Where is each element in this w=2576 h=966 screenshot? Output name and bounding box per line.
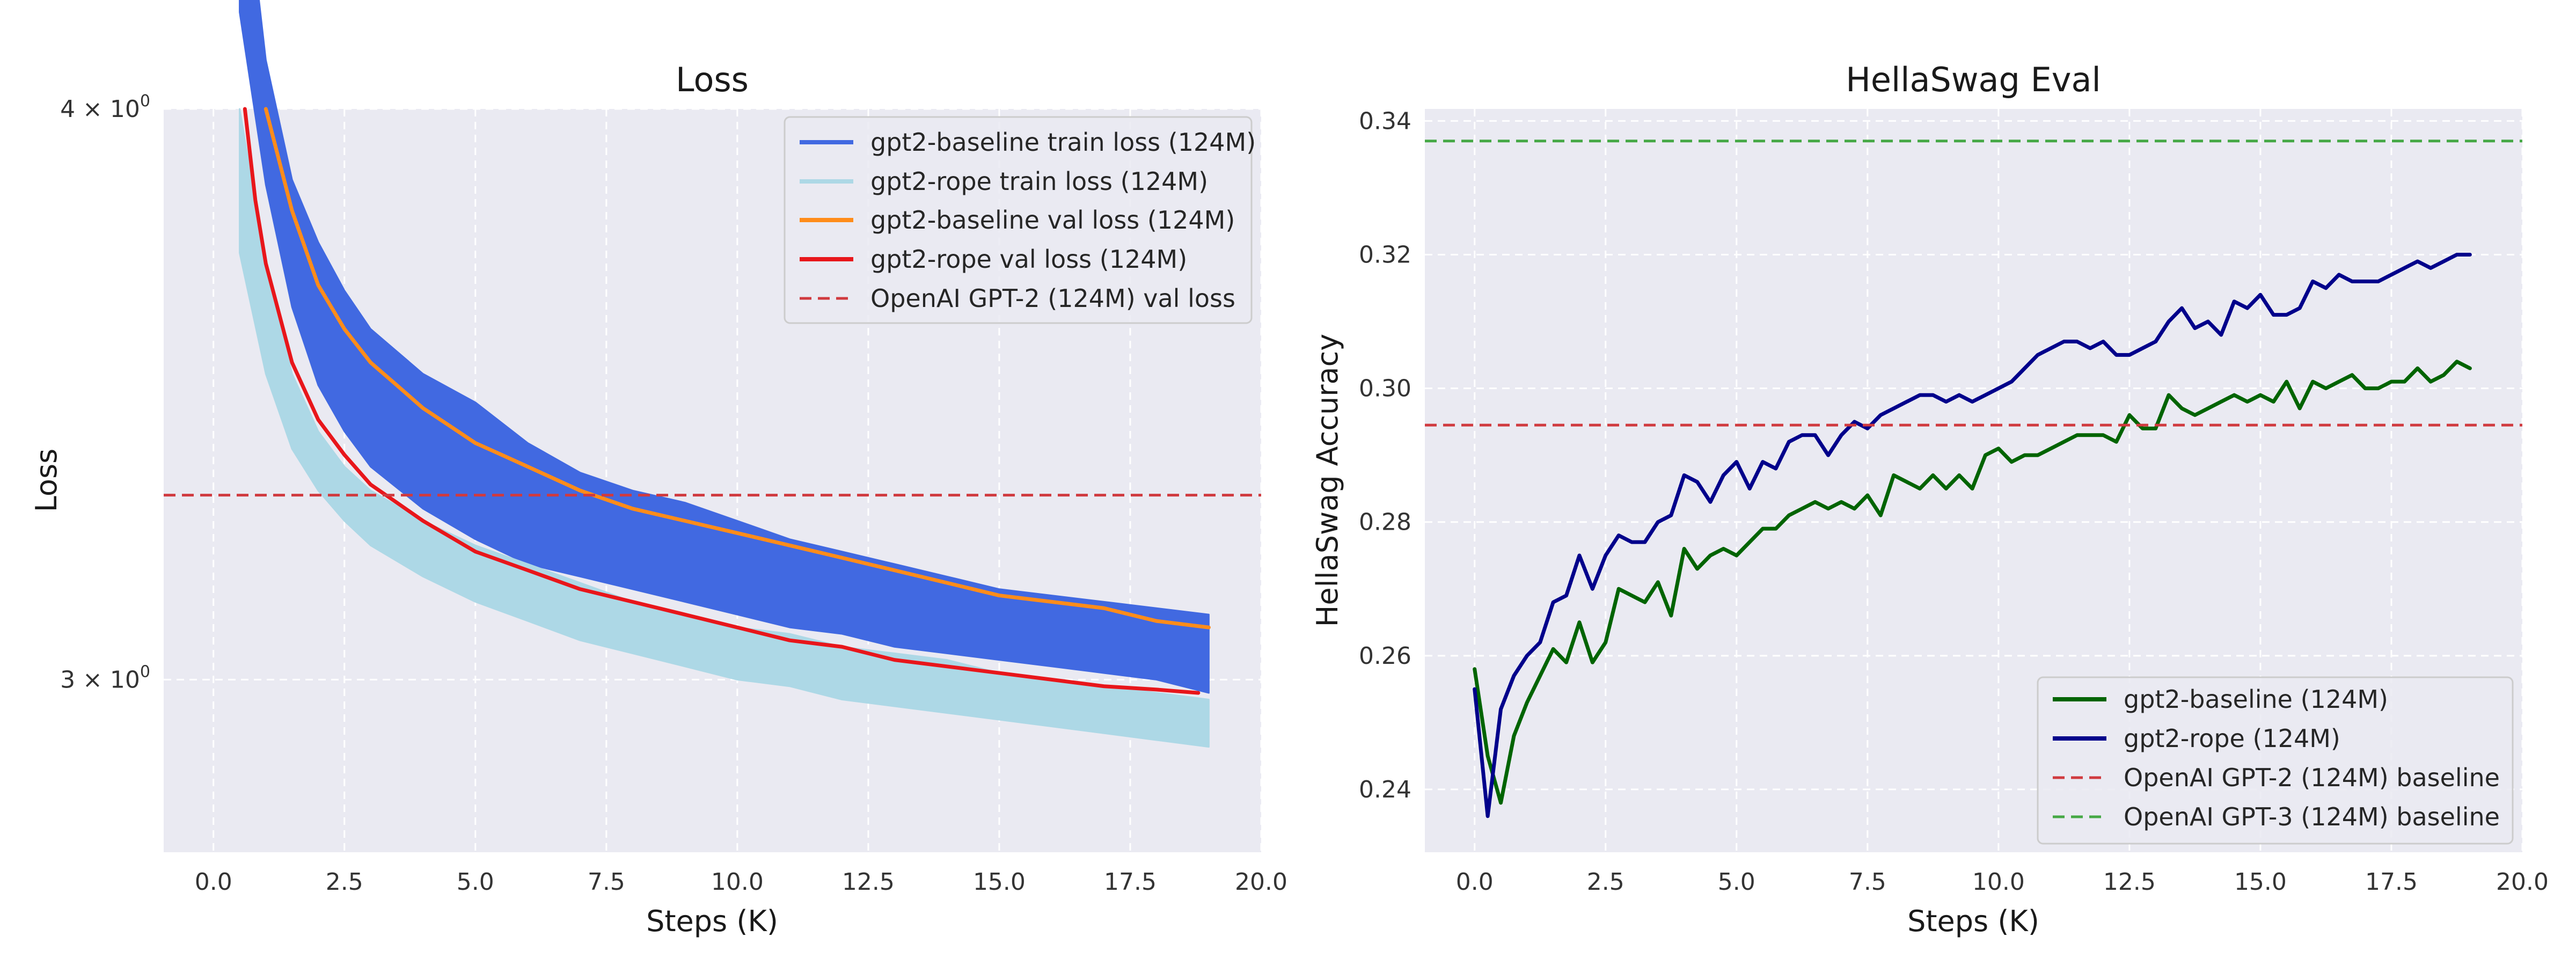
hellaswag-xtick-label-0: 0.0 — [1456, 868, 1494, 896]
loss-xtick-label-5: 12.5 — [842, 868, 895, 896]
hellaswag-ytick-label-5: 0.34 — [1359, 107, 1411, 135]
loss-legend: gpt2-baseline train loss (124M) gpt2-rop… — [784, 116, 1256, 324]
loss-legend-label-gpt2-val: OpenAI GPT-2 (124M) val loss — [870, 284, 1235, 313]
hellaswag-x-axis-label: Steps (K) — [1907, 904, 2039, 938]
loss-series-gpt2-baseline-val-loss-124m — [264, 107, 1211, 630]
hellaswag-ytick-label-2: 0.28 — [1359, 509, 1411, 536]
hellaswag-chart: 0.0 2.5 5.0 7.5 10.0 12.5 15.0 17.5 20.0 0.24 0.26… — [1311, 60, 2549, 938]
hellaswag-xtick-label-2: 5.0 — [1718, 868, 1755, 896]
hellaswag-legend-label-rope: gpt2-rope (124M) — [2124, 724, 2340, 753]
hellaswag-xtick-label-1: 2.5 — [1587, 868, 1624, 896]
hellaswag-legend-box — [2037, 676, 2514, 845]
loss-title: Loss — [676, 60, 749, 99]
loss-xtick-label-6: 15.0 — [973, 868, 1026, 896]
loss-y-axis-label: Loss — [30, 449, 63, 512]
loss-series-gpt2-rope-val-loss-124m — [243, 107, 1201, 695]
hellaswag-title: HellaSwag Eval — [1846, 60, 2101, 99]
loss-xtick-label-1: 2.5 — [326, 868, 363, 896]
loss-ticks: 0.0 2.5 5.0 7.5 10.0 12.5 15.0 17.5 20.0 3 × 100 4… — [60, 92, 1287, 896]
hellaswag-xtick-label-8: 20.0 — [2496, 868, 2549, 896]
loss-series-gpt2-baseline-train-loss-124m — [239, 0, 1210, 694]
hellaswag-series-gpt2-rope-124m — [1473, 253, 2472, 818]
loss-ytick-label-1: 4 × 100 — [60, 92, 150, 123]
hellaswag-xtick-label-5: 12.5 — [2103, 868, 2156, 896]
loss-series — [164, 0, 1261, 748]
loss-legend-label-rope-train: gpt2-rope train loss (124M) — [870, 167, 1208, 196]
loss-chart: 0.0 2.5 5.0 7.5 10.0 12.5 15.0 17.5 20.0 3 × 100 4… — [30, 0, 1287, 938]
hellaswag-ytick-label-3: 0.30 — [1359, 375, 1411, 402]
hellaswag-legend-label-gpt2: OpenAI GPT-2 (124M) baseline — [2124, 763, 2500, 792]
loss-legend-label-baseline-val: gpt2-baseline val loss (124M) — [870, 206, 1235, 235]
loss-legend-label-rope-val: gpt2-rope val loss (124M) — [870, 245, 1187, 274]
loss-xtick-label-0: 0.0 — [195, 868, 232, 896]
loss-x-axis-label: Steps (K) — [646, 904, 778, 938]
loss-ytick-label-0: 3 × 100 — [60, 662, 150, 693]
hellaswag-ytick-label-4: 0.32 — [1359, 241, 1411, 269]
hellaswag-ytick-label-1: 0.26 — [1359, 642, 1411, 670]
hellaswag-ticks: 0.0 2.5 5.0 7.5 10.0 12.5 15.0 17.5 20.0 0.24 0.26… — [1359, 107, 2549, 896]
loss-series-gpt2-rope-train-loss-124m — [239, 108, 1210, 748]
hellaswag-series-gpt2-baseline-124m — [1473, 360, 2472, 805]
loss-xtick-label-2: 5.0 — [457, 868, 494, 896]
hellaswag-xtick-label-4: 10.0 — [1972, 868, 2025, 896]
hellaswag-xtick-label-3: 7.5 — [1849, 868, 1886, 896]
hellaswag-series — [1425, 140, 2522, 818]
loss-xtick-label-4: 10.0 — [711, 868, 764, 896]
hellaswag-xtick-label-7: 17.5 — [2365, 868, 2418, 896]
hellaswag-legend-label-gpt3: OpenAI GPT-3 (124M) baseline — [2124, 802, 2500, 831]
hellaswag-legend-label-baseline: gpt2-baseline (124M) — [2124, 685, 2388, 714]
hellaswag-xtick-label-6: 15.0 — [2234, 868, 2287, 896]
loss-xtick-label-8: 20.0 — [1235, 868, 1287, 896]
hellaswag-ytick-label-0: 0.24 — [1359, 776, 1411, 803]
loss-legend-box — [784, 116, 1253, 324]
loss-xtick-label-7: 17.5 — [1104, 868, 1157, 896]
hellaswag-y-axis-label: HellaSwag Accuracy — [1311, 334, 1344, 627]
loss-legend-label-baseline-train: gpt2-baseline train loss (124M) — [870, 128, 1256, 157]
hellaswag-legend: gpt2-baseline (124M) gpt2-rope (124M) Op… — [2037, 676, 2514, 845]
loss-xtick-label-3: 7.5 — [588, 868, 625, 896]
